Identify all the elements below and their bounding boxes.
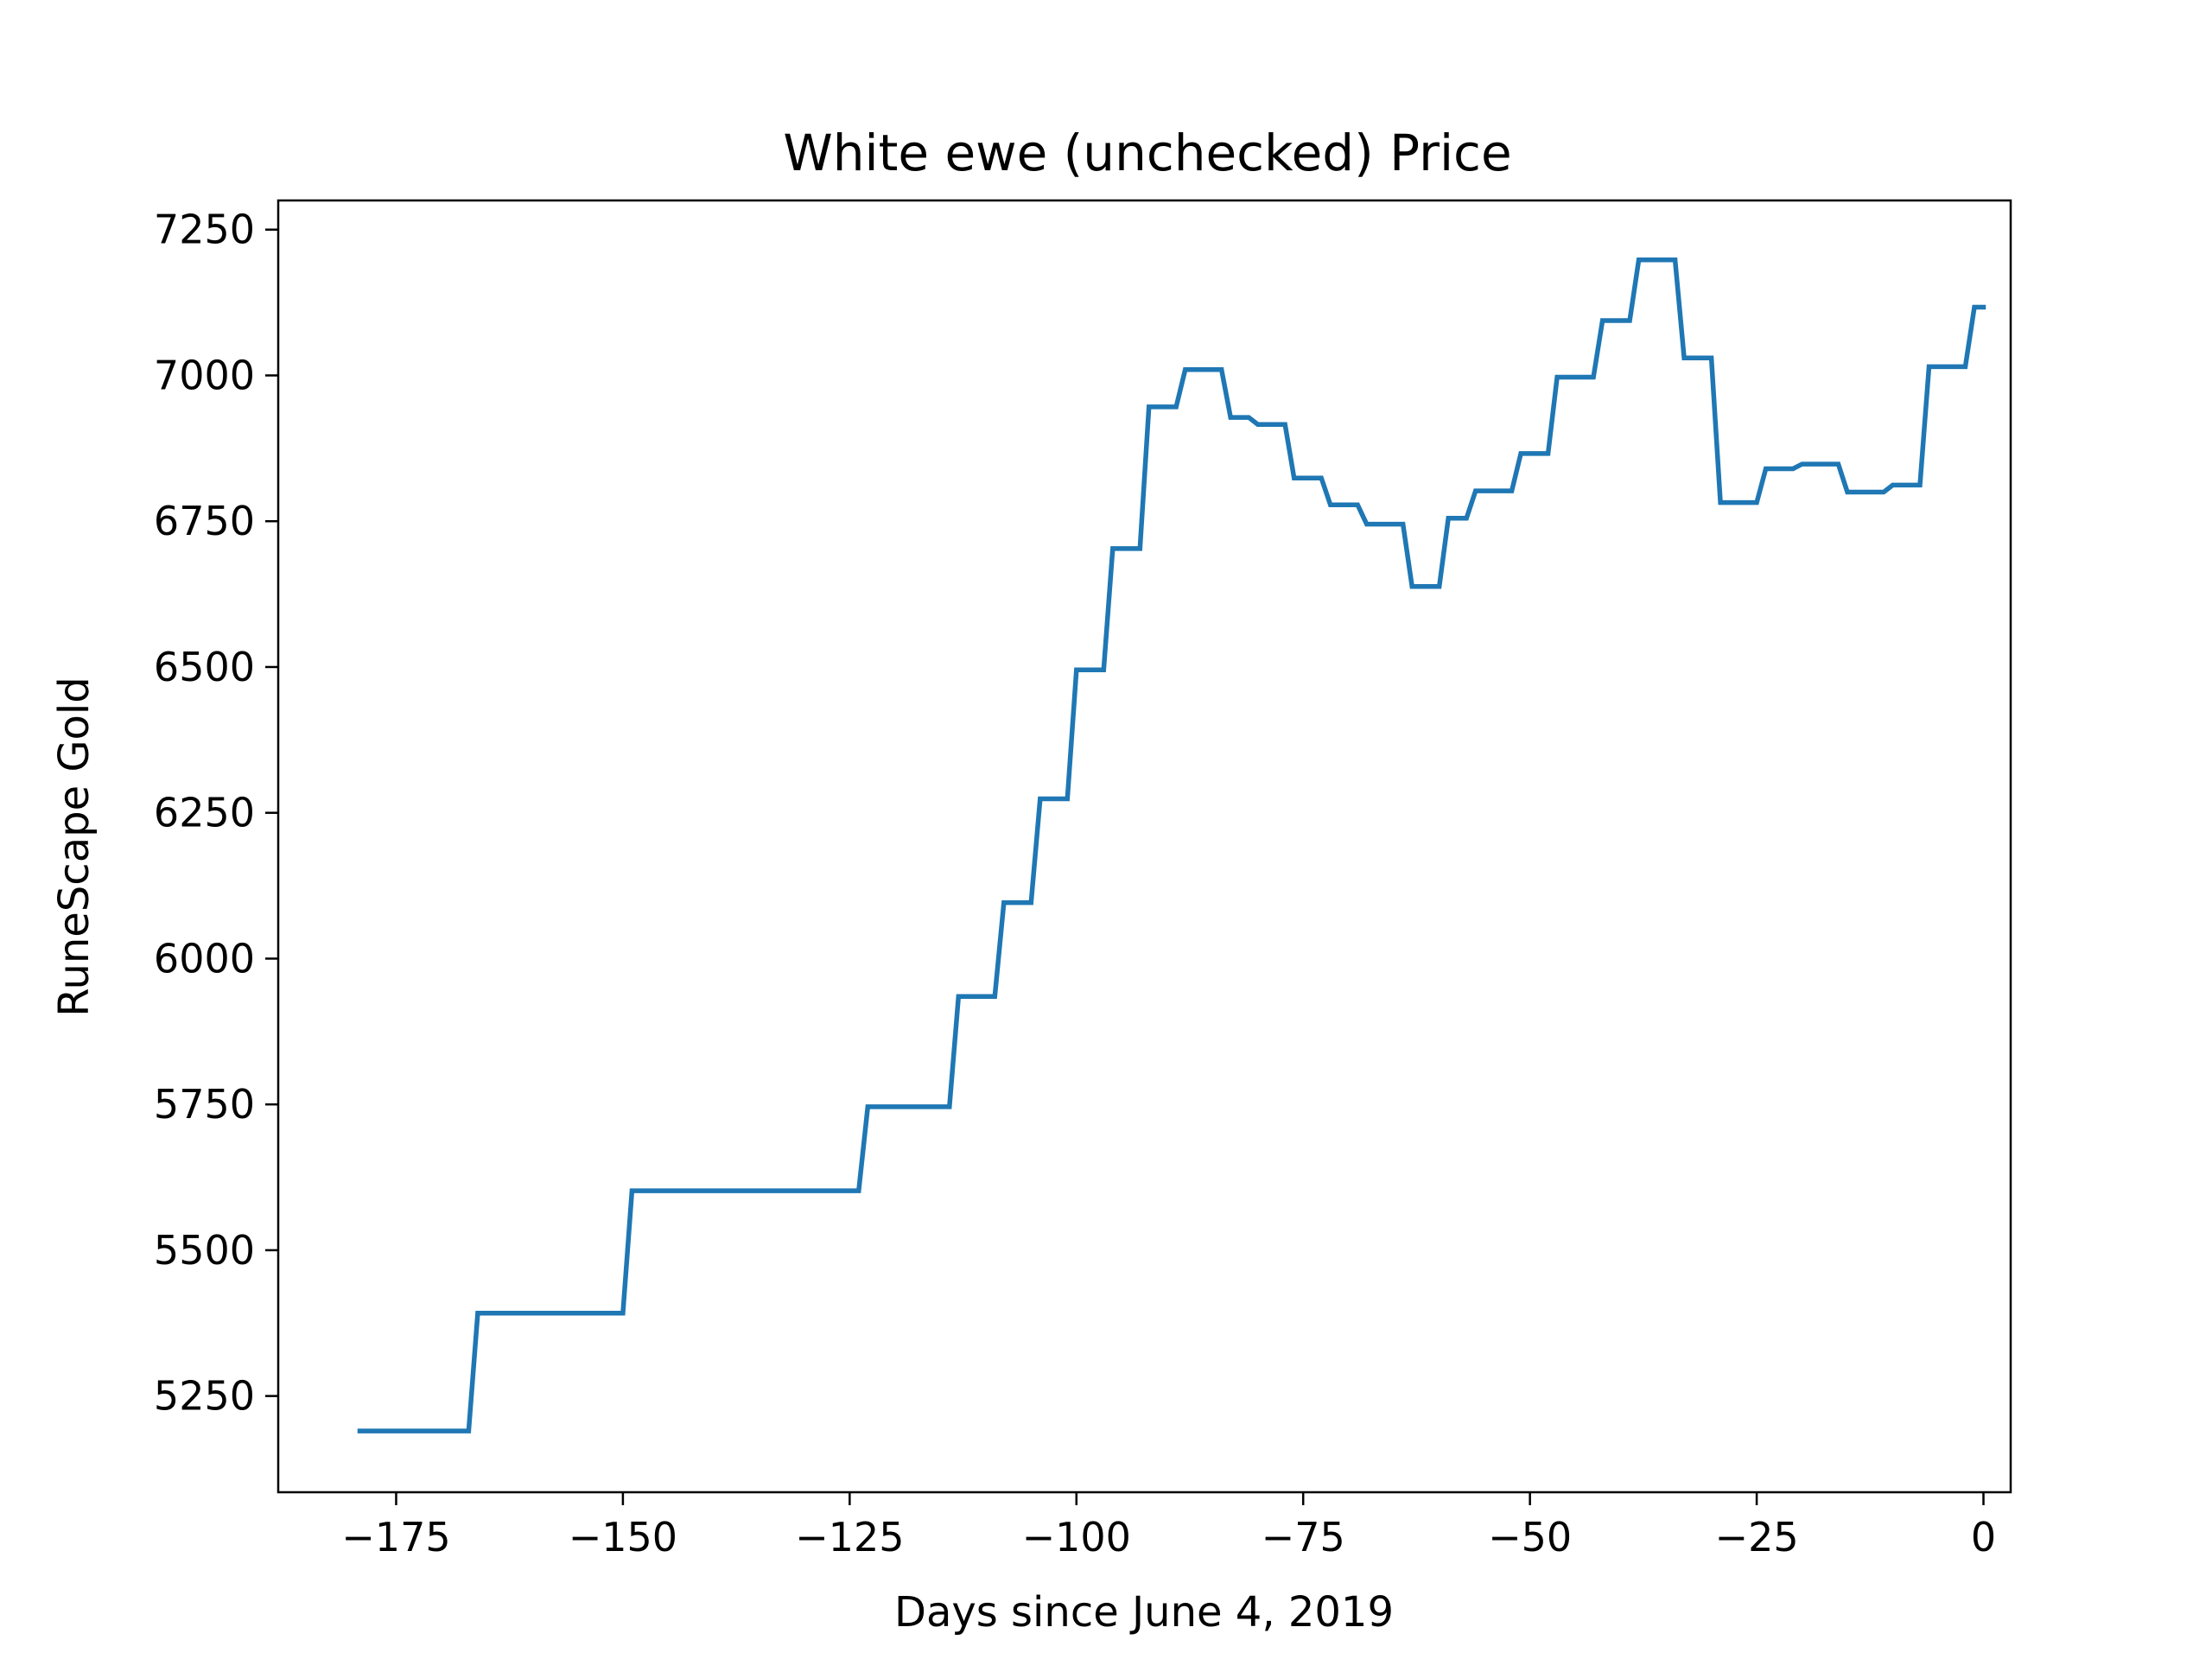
plot-area bbox=[276, 199, 2012, 1494]
x-axis-label: Days since June 4, 2019 bbox=[894, 1588, 1394, 1637]
y-tick-label: 5250 bbox=[154, 1373, 255, 1420]
y-tick-label: 6750 bbox=[154, 498, 255, 544]
x-tick-label: −25 bbox=[1715, 1514, 1799, 1560]
x-tick-label: −50 bbox=[1488, 1514, 1572, 1560]
x-tick-label: −150 bbox=[569, 1514, 677, 1560]
x-tick-label: −125 bbox=[795, 1514, 904, 1560]
y-tick-label: 6250 bbox=[154, 790, 255, 836]
price-series-line bbox=[357, 257, 1986, 1433]
plot-frame bbox=[276, 199, 2012, 1494]
y-axis-label: RuneScape Gold bbox=[50, 677, 99, 1016]
y-tick-label: 6000 bbox=[154, 935, 255, 982]
y-tick-label: 5750 bbox=[154, 1081, 255, 1128]
y-tick-label: 6500 bbox=[154, 644, 255, 690]
y-tick-label: 7000 bbox=[154, 352, 255, 398]
y-tick-label: 7250 bbox=[154, 207, 255, 253]
chart-title: White ewe (unchecked) Price bbox=[783, 124, 1511, 182]
x-tick-label: 0 bbox=[1971, 1514, 1996, 1560]
x-tick-label: −175 bbox=[341, 1514, 450, 1560]
x-tick-label: −75 bbox=[1262, 1514, 1345, 1560]
x-axis: −175 −150 −125 −100 −75 −50 −25 0 bbox=[341, 1492, 1996, 1560]
y-axis: 5250 5500 5750 6000 6250 6500 6750 7000 7250 bbox=[154, 207, 278, 1420]
x-tick-label: −100 bbox=[1022, 1514, 1131, 1560]
y-tick-label: 5500 bbox=[154, 1227, 255, 1274]
